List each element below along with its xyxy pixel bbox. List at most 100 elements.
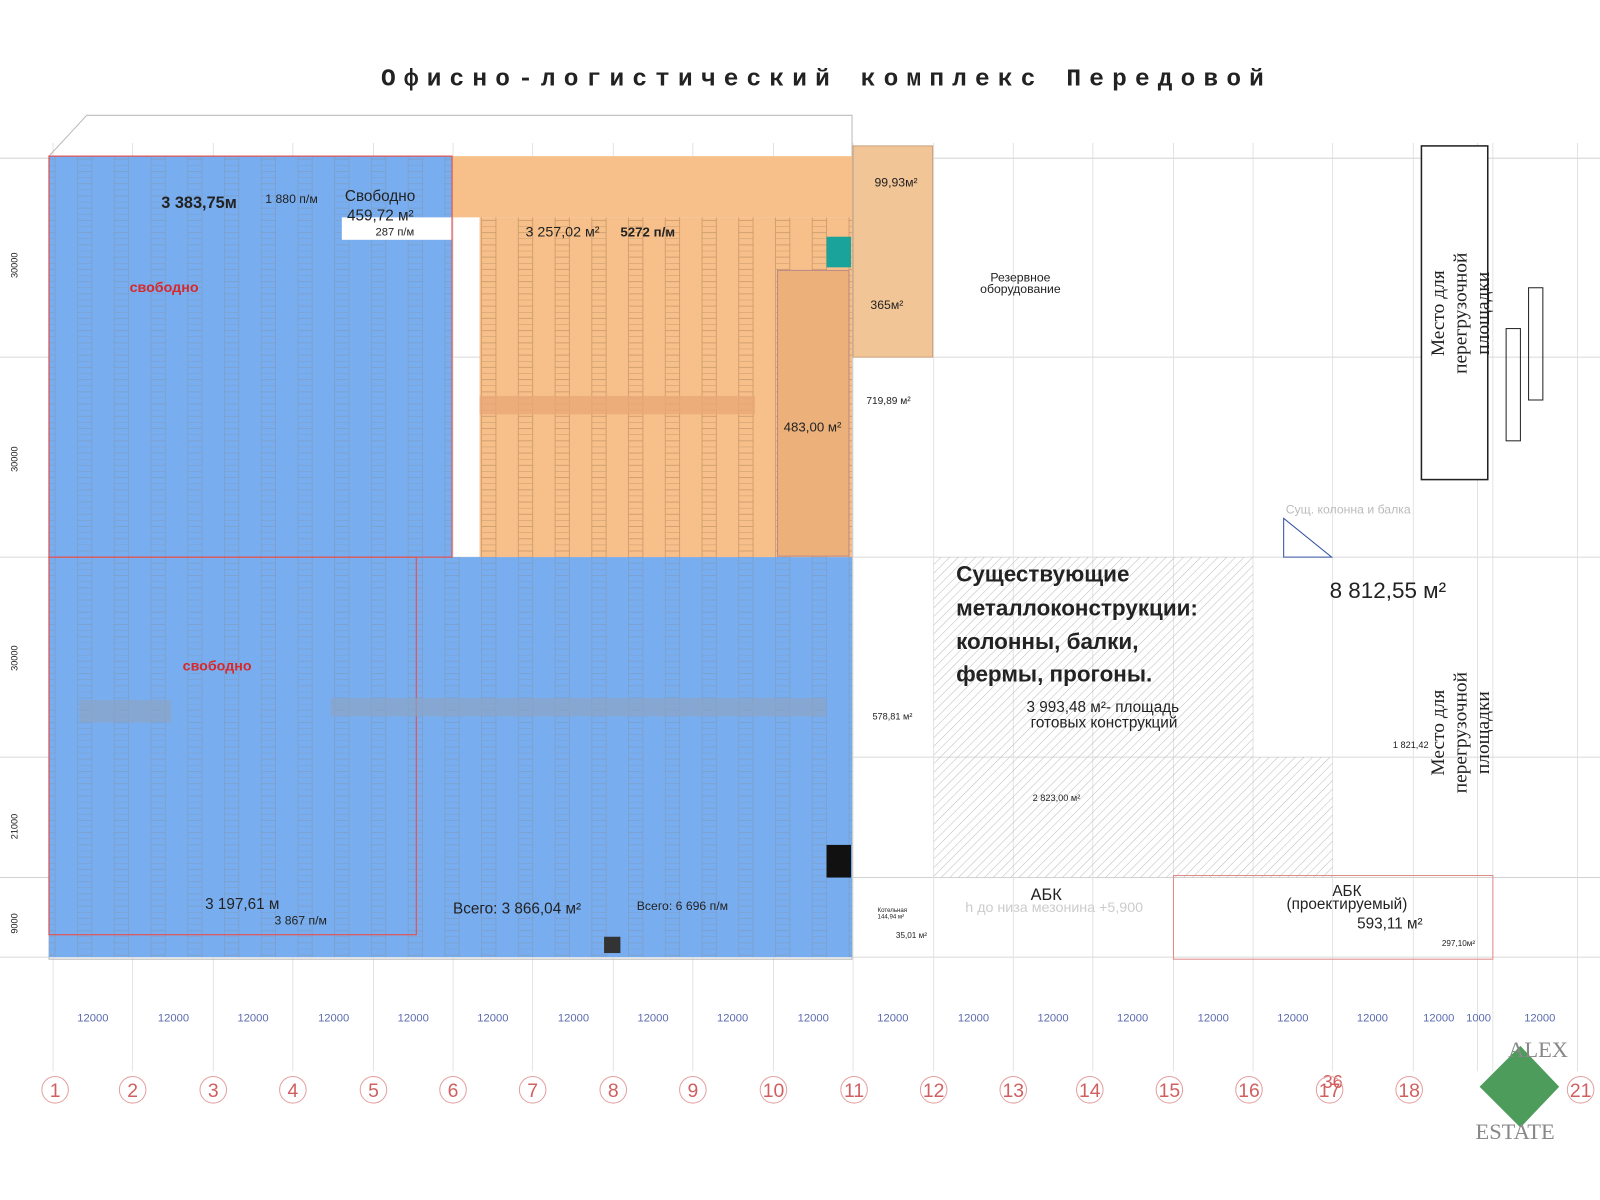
zone-label: 483,00 м² — [784, 420, 842, 435]
dimension-label: 12000 — [958, 1012, 989, 1024]
rack-band — [479, 395, 756, 415]
unload-text: перегрузочной — [1450, 253, 1471, 374]
zone-note: h до низа мезонина +5,900 — [965, 900, 1143, 916]
zone-label: 35,01 м² — [896, 931, 927, 940]
axis-bubble — [840, 1076, 868, 1104]
existing-structures — [1253, 757, 1333, 878]
axis-bubble — [1395, 1076, 1423, 1104]
dimension-label: 12000 — [1277, 1012, 1308, 1024]
zone-label: АБК — [1031, 886, 1063, 904]
zone-status: свободно — [183, 658, 252, 674]
axis-number: 5 — [368, 1080, 379, 1102]
dimension-label: 12000 — [1524, 1012, 1555, 1024]
dimension-label: 12000 — [318, 1012, 349, 1024]
existing-heading: Существующие — [956, 562, 1129, 587]
axis-number: 21 — [1570, 1080, 1592, 1102]
shaft — [604, 936, 621, 954]
dimension-label: 12000 — [877, 1012, 908, 1024]
zone-label: Всего: 3 866,04 м² — [453, 900, 581, 917]
zone-label: 593,11 м² — [1357, 916, 1423, 933]
axis-number: 18 — [1398, 1080, 1420, 1102]
abk-project — [1172, 875, 1494, 960]
axis-number: 13 — [1002, 1080, 1024, 1102]
dimension-label: 12000 — [717, 1012, 748, 1024]
axis-bubble — [199, 1076, 228, 1104]
axis-number: 9 — [687, 1080, 698, 1102]
zone-a-border — [48, 155, 453, 558]
unload-label: Место для перегрузочной площадки — [1428, 253, 1494, 374]
zone-note: Сущ. колонна и балка — [1286, 502, 1411, 516]
room-teal — [826, 236, 852, 268]
rack-band — [330, 697, 827, 717]
dimension-label: 12000 — [1037, 1012, 1068, 1024]
side-dimension: 21000 — [9, 814, 19, 840]
zone-label: 99,93м² — [874, 176, 917, 190]
axis-bubble — [279, 1076, 307, 1104]
zone-label: (проектируемый) — [1287, 896, 1408, 913]
zone-label: 365м² — [870, 298, 903, 312]
dimension-label: 12000 — [1117, 1012, 1148, 1024]
zone-label: 8 812,55 м² — [1330, 578, 1447, 603]
axis-bubble — [359, 1076, 388, 1104]
side-dimension: 30000 — [9, 253, 19, 279]
zone-label: 459,72 м² — [347, 207, 414, 224]
axis-number: 12 — [923, 1080, 945, 1102]
axis-bubble — [1235, 1076, 1263, 1104]
dimension-label: 12000 — [1198, 1012, 1229, 1024]
unload-text: перегрузочной — [1450, 672, 1471, 793]
rooms — [852, 145, 934, 358]
existing-heading: фермы, прогоны. — [956, 662, 1152, 687]
dimension-label: 12000 — [637, 1012, 668, 1024]
dimension-label: 12000 — [398, 1012, 429, 1024]
zone-label: 3 867 п/м — [274, 913, 326, 927]
zone-label: 287 п/м — [376, 227, 415, 239]
zone-orange-top — [452, 156, 853, 218]
axis-number: 2 — [127, 1080, 138, 1102]
shaft — [826, 844, 852, 878]
unload-text: площадки — [1473, 691, 1494, 774]
zone-label: 719,89 м² — [866, 396, 911, 407]
side-dimension: 30000 — [9, 645, 19, 671]
free-small — [341, 217, 453, 240]
existing-heading: колонны, балки, — [956, 629, 1138, 654]
axis-bubble — [919, 1076, 948, 1104]
axis-bubble — [118, 1076, 147, 1104]
column-arrow — [1283, 517, 1334, 558]
dimension-label: 12000 — [77, 1012, 108, 1024]
zone-label: 297,10м² — [1442, 939, 1476, 948]
axis-number: 15 — [1159, 1080, 1181, 1102]
logo-text: ESTATE — [1476, 1119, 1555, 1144]
dimension-label: 12000 — [558, 1012, 589, 1024]
axis-number: 14 — [1079, 1080, 1101, 1102]
title: Офисно-логистический комплекс Передовой — [381, 67, 1272, 94]
truck — [1505, 328, 1521, 442]
zone-label: 3 197,61 м — [205, 896, 279, 913]
existing-structures — [933, 557, 1254, 878]
axis-number: 1 — [50, 1080, 61, 1102]
axis-bubble — [518, 1076, 547, 1104]
dimension-label: 12000 — [477, 1012, 508, 1024]
zone-label: Котельная — [878, 907, 908, 914]
axis-bubble — [1155, 1076, 1184, 1104]
zone-label: Всего: 6 696 п/м — [637, 899, 728, 913]
zone-label: 3 383,75м — [161, 194, 237, 212]
axis-bubble — [439, 1076, 467, 1104]
axis-number: 17 — [1319, 1080, 1341, 1102]
unload-label: Место для перегрузочной площадки — [1428, 672, 1494, 793]
unload-text: Место для — [1428, 690, 1449, 776]
dimension-label: 12000 — [798, 1012, 829, 1024]
zone-label: Свободно — [345, 188, 415, 205]
axis-number: 16 — [1238, 1080, 1260, 1102]
axis-number: 8 — [608, 1080, 619, 1102]
zone-label: 3 257,02 м² — [526, 225, 600, 241]
dimension-label: 12000 — [237, 1012, 268, 1024]
axis-number: 10 — [763, 1080, 785, 1102]
zone-label: оборудование — [980, 282, 1061, 296]
zone-bottom-racks — [48, 557, 853, 958]
truck — [1528, 287, 1544, 401]
zone-label: 578,81 м² — [872, 711, 912, 721]
axis-number: 4 — [287, 1080, 298, 1102]
dimension-label: 12000 — [1423, 1012, 1454, 1024]
dimension-label: 12000 — [1357, 1012, 1388, 1024]
